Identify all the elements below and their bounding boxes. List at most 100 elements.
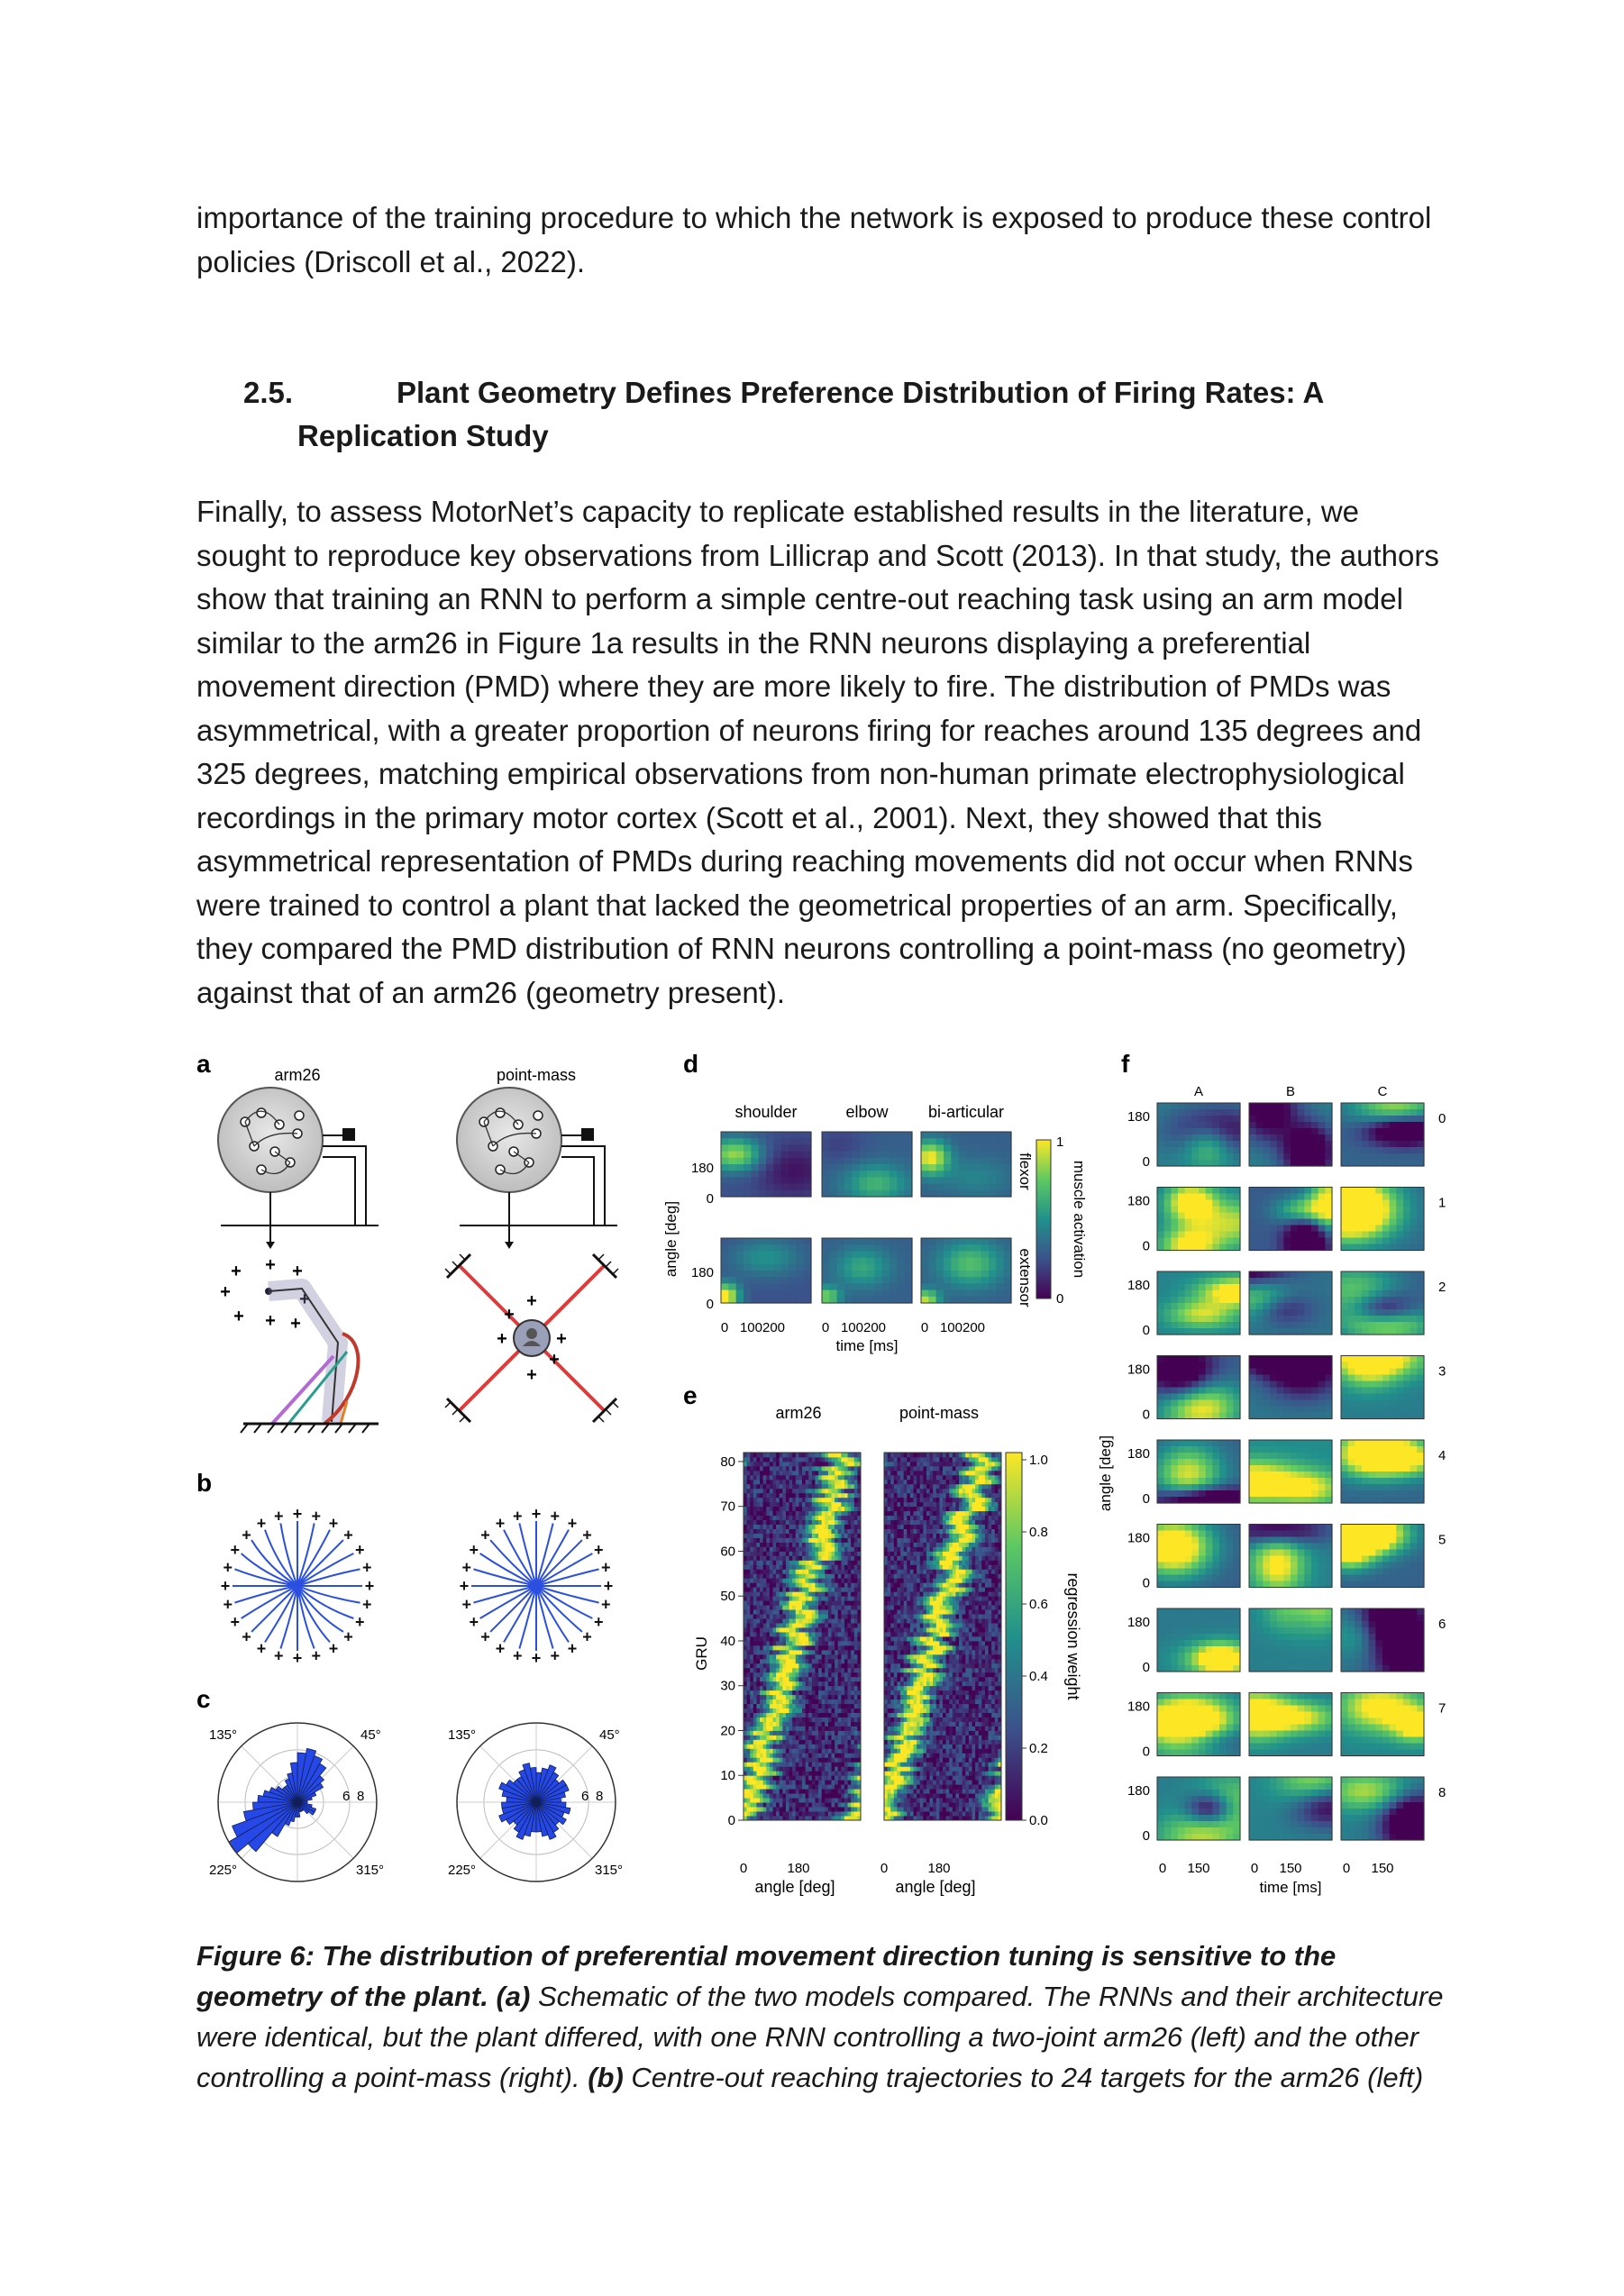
- e-heatmap-cell: [984, 1762, 989, 1767]
- e-heatmap-cell: [913, 1735, 917, 1740]
- e-heatmap-cell: [972, 1798, 976, 1803]
- e-heatmap-cell: [805, 1739, 809, 1745]
- e-heatmap-cell: [853, 1600, 858, 1606]
- e-heatmap-cell: [827, 1573, 832, 1579]
- e-heatmap-cell: [769, 1690, 773, 1696]
- e-heatmap-cell: [841, 1816, 845, 1821]
- e-heatmap-cell: [825, 1524, 829, 1529]
- heatmap-cell: [751, 1189, 760, 1198]
- e-heatmap-cell: [756, 1798, 761, 1803]
- e-heatmap-cell: [844, 1730, 848, 1736]
- e-heatmap-cell: [827, 1717, 832, 1722]
- e-heatmap-cell: [766, 1694, 771, 1700]
- e-heatmap-cell: [853, 1789, 858, 1794]
- heatmap-cell: [796, 1289, 805, 1298]
- e-heatmap-cell: [802, 1771, 807, 1776]
- e-heatmap-cell: [746, 1775, 751, 1781]
- heatmap-cell: [796, 1283, 805, 1291]
- e-heatmap-cell: [772, 1492, 777, 1499]
- e-heatmap-cell: [753, 1753, 757, 1758]
- e-heatmap-cell: [808, 1784, 813, 1790]
- e-heatmap-cell: [884, 1712, 889, 1717]
- heatmap-cell: [890, 1171, 898, 1178]
- e-heatmap-cell: [913, 1784, 917, 1790]
- heatmap-cell: [981, 1171, 990, 1178]
- d-col-elbow: elbow: [845, 1103, 889, 1121]
- heatmap-cell: [881, 1144, 890, 1153]
- e-heatmap-cell: [857, 1488, 862, 1494]
- e-heatmap-cell: [903, 1793, 908, 1799]
- e-heatmap-cell: [851, 1524, 855, 1529]
- e-heatmap-cell: [815, 1784, 819, 1790]
- e-heatmap-cell: [952, 1784, 956, 1790]
- e-heatmap-cell: [988, 1802, 992, 1808]
- e-heatmap-cell: [746, 1573, 751, 1579]
- heatmap-cell: [989, 1289, 997, 1298]
- e-heatmap-cell: [827, 1771, 832, 1776]
- e-heatmap-cell: [776, 1802, 780, 1808]
- e-heatmap-cell: [782, 1492, 787, 1499]
- e-heatmap-cell: [750, 1816, 754, 1821]
- heatmap-cell: [897, 1271, 906, 1278]
- e-heatmap-cell: [835, 1524, 839, 1529]
- heatmap-cell: [859, 1257, 868, 1265]
- e-heatmap-cell: [831, 1483, 835, 1490]
- e-heatmap-cell: [933, 1780, 937, 1785]
- e-heatmap-cell: [847, 1798, 852, 1803]
- e-heatmap-cell: [811, 1784, 816, 1790]
- e-heatmap-cell: [795, 1623, 799, 1628]
- heatmap-cell: [867, 1132, 875, 1139]
- e-heatmap-cell: [835, 1632, 839, 1637]
- e-heatmap-cell: [785, 1636, 789, 1642]
- e-heatmap-cell: [756, 1663, 761, 1669]
- e-heatmap-cell: [857, 1780, 862, 1785]
- e-heatmap-cell: [811, 1528, 816, 1534]
- e-heatmap-cell: [831, 1726, 835, 1731]
- e-heatmap-cell: [913, 1816, 917, 1821]
- e-heatmap-cell: [744, 1461, 748, 1467]
- heatmap-cell: [981, 1132, 990, 1139]
- e-heatmap-cell: [841, 1649, 845, 1655]
- e-heatmap-cell: [851, 1744, 855, 1749]
- e-heatmap-cell: [844, 1681, 848, 1687]
- e-heatmap-cell: [841, 1663, 845, 1669]
- e-heatmap-cell: [857, 1465, 862, 1471]
- e-heatmap-cell: [785, 1555, 789, 1561]
- e-heatmap-cell: [827, 1515, 832, 1521]
- e-heatmap-cell: [962, 1789, 966, 1794]
- e-heatmap-cell: [760, 1676, 764, 1682]
- e-heatmap-cell: [841, 1533, 845, 1538]
- e-heatmap-cell: [926, 1802, 930, 1808]
- e-heatmap-cell: [769, 1636, 773, 1642]
- e-heatmap-cell: [972, 1712, 976, 1717]
- e-heatmap-cell: [847, 1721, 852, 1727]
- e-heatmap-cell: [811, 1771, 816, 1776]
- e-heatmap-cell: [798, 1748, 803, 1754]
- e-heatmap-cell: [785, 1784, 789, 1790]
- e-heatmap-cell: [785, 1654, 789, 1660]
- e-heatmap-cell: [772, 1676, 777, 1682]
- e-heatmap-cell: [762, 1672, 767, 1678]
- e-heatmap-cell: [760, 1600, 764, 1606]
- heatmap-cell: [890, 1283, 898, 1291]
- e-heatmap-cell: [988, 1739, 992, 1745]
- e-heatmap-cell: [818, 1564, 823, 1570]
- e-heatmap-cell: [750, 1798, 754, 1803]
- e-heatmap-cell: [792, 1465, 797, 1471]
- e-heatmap-cell: [825, 1744, 829, 1749]
- e-heatmap-cell: [857, 1470, 862, 1476]
- heatmap-cell: [867, 1271, 875, 1278]
- e-heatmap-cell: [808, 1780, 813, 1785]
- e-heatmap-cell: [998, 1694, 1002, 1700]
- e-heatmap-cell: [841, 1542, 845, 1547]
- e-heatmap-cell: [769, 1627, 773, 1633]
- e-heatmap-cell: [884, 1816, 889, 1821]
- heatmap-cell: [890, 1132, 898, 1139]
- e-heatmap-cell: [798, 1766, 803, 1772]
- e-heatmap-cell: [805, 1780, 809, 1785]
- e-heatmap-cell: [756, 1708, 761, 1713]
- e-heatmap-cell: [884, 1739, 889, 1745]
- heatmap-cell: [780, 1257, 789, 1265]
- heatmap-cell: [744, 1138, 752, 1145]
- e-heatmap-cell: [785, 1793, 789, 1799]
